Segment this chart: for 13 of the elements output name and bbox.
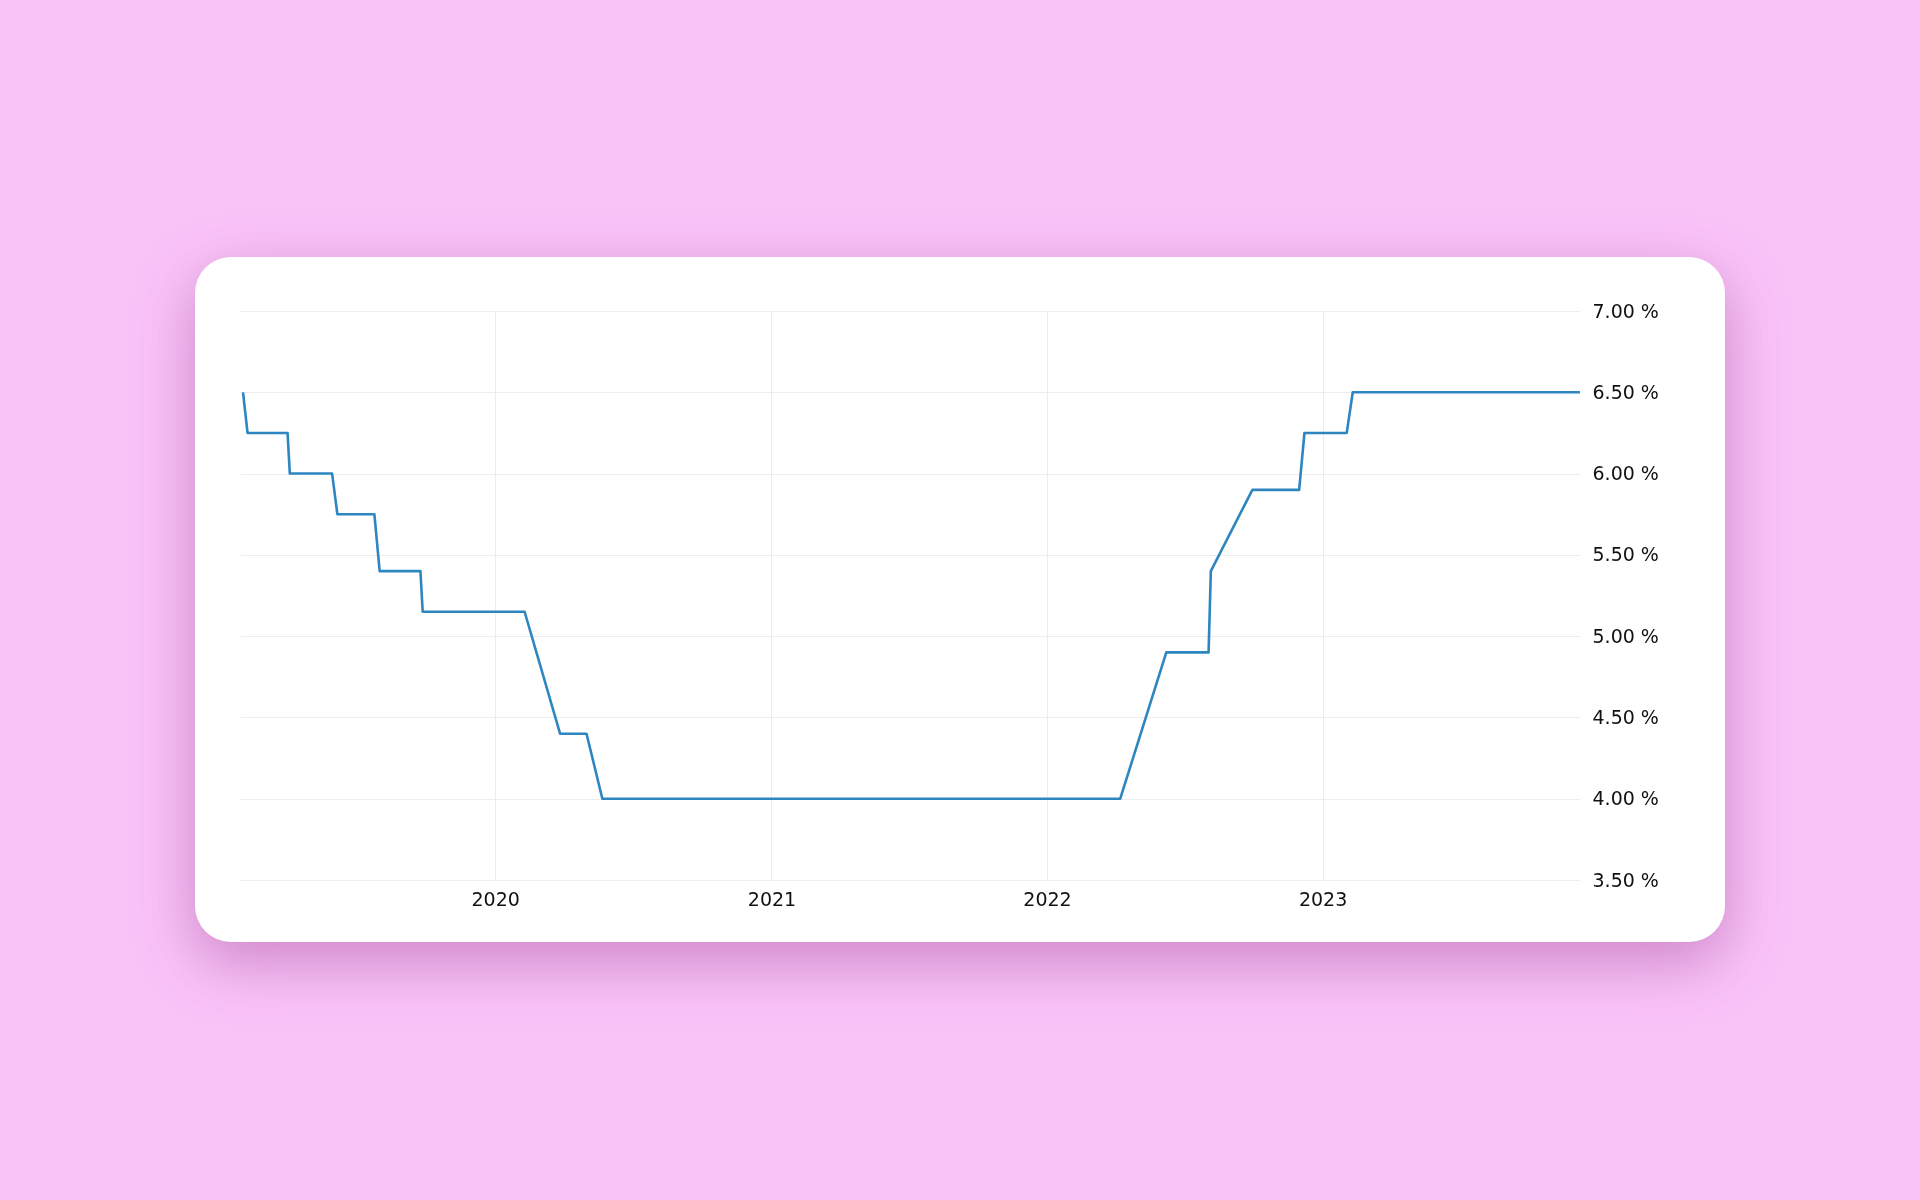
y-tick-label: 5.00 % (1592, 624, 1659, 647)
y-tick-label: 6.00 % (1592, 462, 1659, 485)
line-series (241, 390, 1582, 801)
x-tick-label: 2021 (747, 887, 797, 910)
x-tick-label: 2020 (471, 887, 520, 910)
x-tick-label: 2023 (1298, 887, 1348, 910)
y-tick-label: 3.50 % (1592, 868, 1659, 891)
x-tick-label: 2022 (1023, 887, 1072, 910)
y-tick-label: 4.50 % (1592, 705, 1659, 728)
y-tick-label: 7.00 % (1592, 299, 1659, 322)
y-tick-label: 6.50 % (1592, 380, 1659, 403)
y-tick-label: 5.50 % (1592, 543, 1659, 566)
y-tick-label: 4.00 % (1592, 787, 1659, 810)
